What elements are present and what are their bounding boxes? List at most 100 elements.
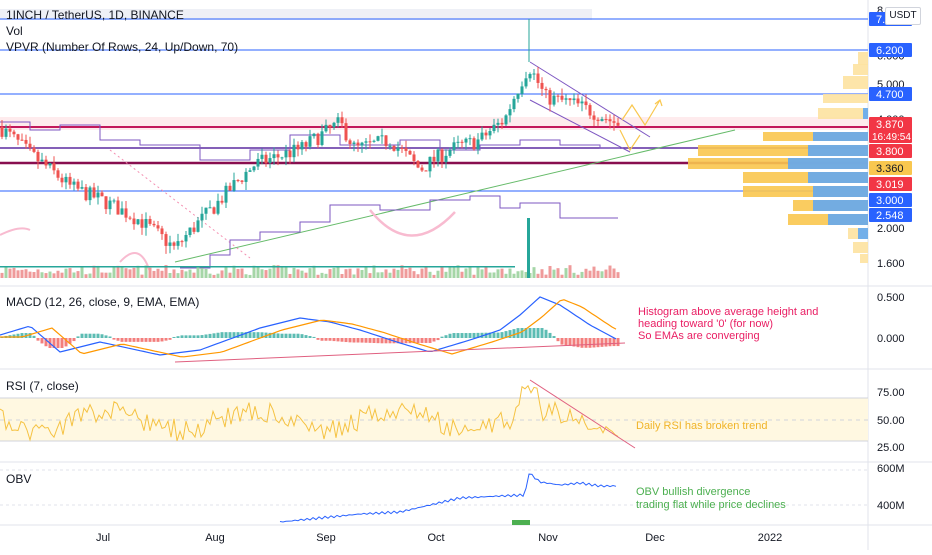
macd-trendline (174, 342, 626, 363)
candle-body (84, 187, 88, 201)
vpvr-row-up (813, 200, 868, 211)
candle-body (492, 124, 496, 132)
volume-bar (584, 268, 588, 278)
volume-bar (12, 267, 16, 278)
volume-bar (240, 268, 244, 278)
candle-body (256, 158, 260, 167)
candle-body (156, 225, 160, 229)
volume-bar (460, 271, 464, 278)
candle-body (244, 171, 248, 182)
y-tick-label: 8 (877, 5, 883, 17)
x-tick-label: Dec (645, 532, 665, 544)
candle-body (368, 141, 372, 143)
candle-body (184, 234, 188, 242)
vpvr-row (818, 108, 868, 119)
vpvr-row (858, 52, 868, 65)
price-label-bg (869, 161, 912, 175)
vpvr-row (853, 64, 868, 75)
currency-button[interactable]: USDT (885, 7, 921, 25)
price-label: 3.019 (876, 179, 904, 191)
vpvr-legend[interactable]: VPVR (Number Of Rows, 24, Up/Down, 70) (6, 40, 239, 54)
volume-bar (300, 270, 304, 278)
macd-hist-bar (612, 338, 616, 347)
candle-body (236, 180, 240, 182)
macd-hist-bar (80, 333, 84, 338)
obv-note-line-1: OBV bullish divergence (636, 486, 750, 498)
x-tick-label: Oct (427, 532, 444, 544)
candle-body (504, 115, 508, 125)
macd-hist-bar (496, 332, 500, 338)
candle-body (548, 90, 552, 105)
macd-hist-bar (572, 338, 576, 347)
volume-spike-bar (527, 218, 530, 278)
volume-bar (340, 273, 344, 278)
volume-bar (220, 270, 224, 278)
macd-hist-bar (512, 329, 516, 338)
volume-bar (188, 269, 192, 278)
candle-body (408, 150, 412, 155)
macd-hist-bar (300, 334, 304, 338)
macd-hist-bar (60, 338, 64, 348)
candle-body (232, 180, 236, 191)
macd-hist-bar (484, 332, 488, 338)
candle-body (52, 163, 56, 171)
macd-hist-bar (592, 338, 596, 348)
symbol-title[interactable]: 1INCH / TetherUS, 1D, BINANCE (6, 8, 184, 22)
volume-bar (136, 265, 140, 278)
candle-body (472, 138, 476, 150)
macd-hist-bar (64, 338, 68, 347)
volume-bar (492, 272, 496, 278)
macd-hist-bar (172, 336, 176, 338)
candle-body (464, 138, 468, 143)
candle-body (444, 155, 448, 162)
macd-hist-bar (248, 332, 252, 338)
candle-body (276, 154, 280, 158)
volume-bar (44, 273, 48, 278)
obv-legend[interactable]: OBV (6, 472, 32, 486)
volume-bar (256, 266, 260, 278)
candle-body (40, 159, 44, 162)
macd-hist-bar (108, 336, 112, 338)
volume-bar (400, 265, 404, 278)
candle-body (508, 109, 512, 116)
candle-body (560, 95, 564, 100)
volume-bar (352, 274, 356, 278)
vpvr-row-up (813, 186, 868, 197)
x-tick-label: Aug (205, 532, 225, 544)
candle-body (296, 144, 300, 150)
volume-bar (28, 271, 32, 278)
candle-body (400, 147, 404, 149)
price-labels: 7.0006.2004.7003.87016:49:543.8003.3603.… (869, 12, 912, 222)
candle-body (536, 73, 540, 83)
rsi-legend[interactable]: RSI (7, close) (6, 379, 79, 393)
candle-body (340, 117, 344, 124)
candle-body (488, 131, 492, 136)
candle-body (56, 170, 60, 178)
macd-hist-bar (224, 332, 228, 338)
candle-body (168, 242, 172, 246)
vol-legend[interactable]: Vol (6, 24, 23, 38)
macd-hist-bar (292, 333, 296, 338)
candle-body (8, 128, 12, 132)
candle-body (480, 132, 484, 140)
vpvr-row (688, 158, 868, 169)
candle-body (216, 200, 220, 214)
candle-body (272, 154, 276, 159)
candle-body (380, 135, 384, 137)
dotted-trendline (109, 149, 251, 259)
volume-bar (524, 271, 528, 278)
volume-bar (200, 268, 204, 278)
obv-highlight (512, 520, 530, 525)
macd-hist-bar (520, 328, 524, 338)
macd-hist-bar (320, 338, 324, 341)
macd-hist-bar (492, 332, 496, 338)
candle-body (516, 93, 520, 99)
macd-legend[interactable]: MACD (12, 26, close, 9, EMA, EMA) (6, 295, 200, 309)
macd-hist-bar (368, 338, 372, 343)
candle-body (308, 136, 312, 147)
volume-bar (296, 269, 300, 278)
macd-hist-bar (212, 333, 216, 338)
candle-body (116, 200, 120, 215)
